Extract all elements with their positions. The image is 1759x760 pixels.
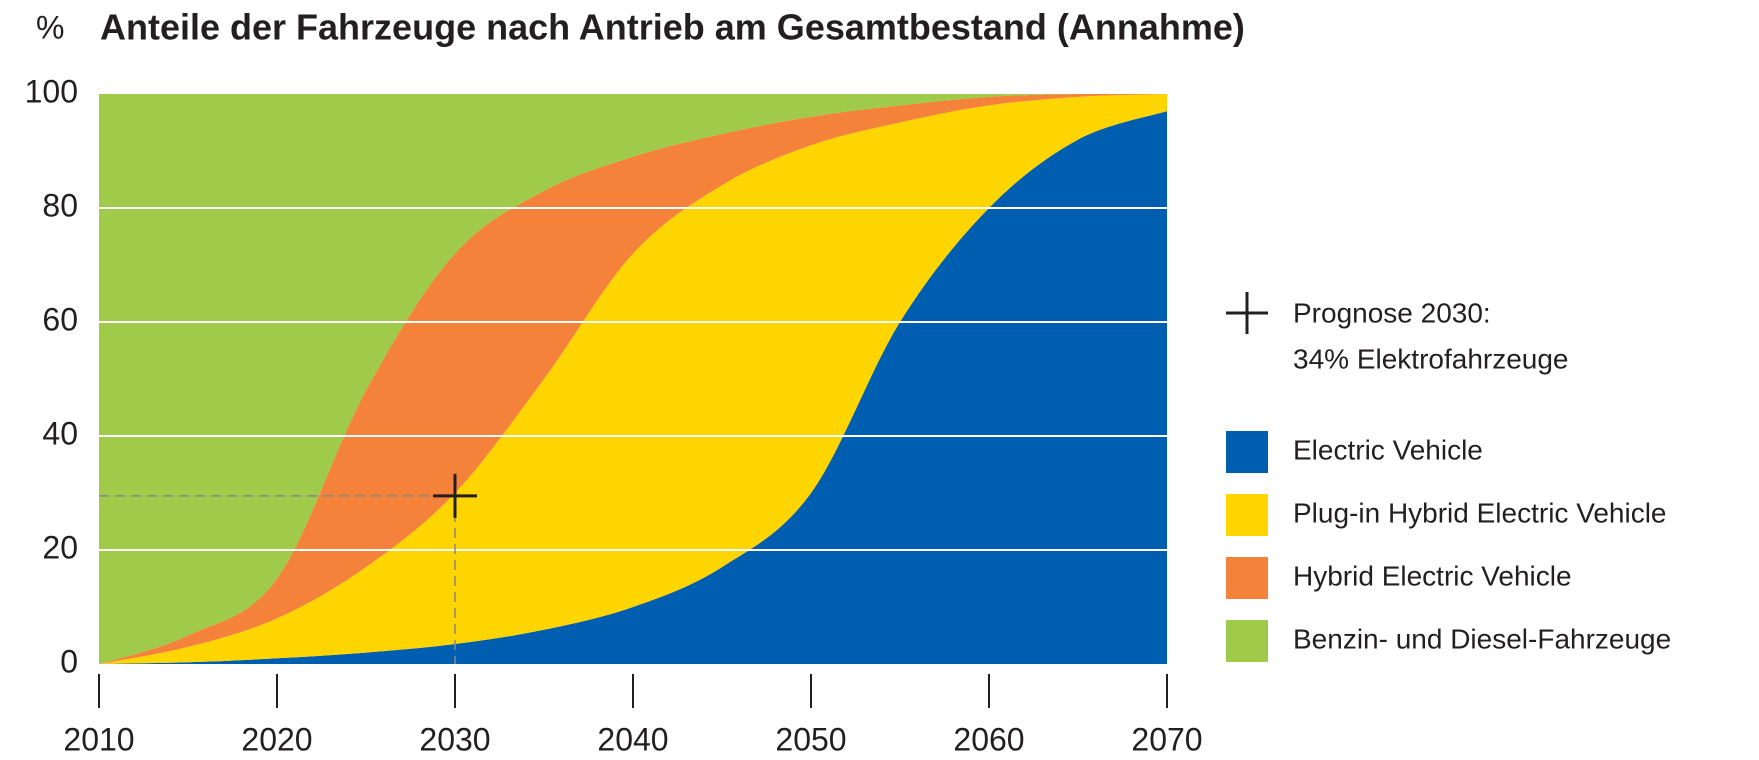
x-tick-label: 2050 xyxy=(775,721,846,757)
y-tick-label: 80 xyxy=(42,187,78,223)
legend-marker xyxy=(1226,292,1268,334)
legend-label: Benzin- und Diesel-Fahrzeuge xyxy=(1293,623,1671,654)
legend-swatch xyxy=(1226,431,1268,473)
y-tick-label: 20 xyxy=(42,529,78,565)
annotation-text: Prognose 2030: xyxy=(1293,297,1491,328)
legend-swatch xyxy=(1226,620,1268,662)
area xyxy=(99,94,1167,664)
y-tick-label: 0 xyxy=(60,643,78,679)
y-axis-label: % xyxy=(36,9,64,45)
x-tick-label: 2010 xyxy=(63,721,134,757)
area xyxy=(99,94,1167,664)
legend-swatch xyxy=(1226,557,1268,599)
x-tick-label: 2020 xyxy=(241,721,312,757)
chart-title: Anteile der Fahrzeuge nach Antrieb am Ge… xyxy=(100,7,1245,48)
annotation-text: 34% Elektrofahrzeuge xyxy=(1293,343,1569,374)
legend-swatch xyxy=(1226,494,1268,536)
y-tick-label: 60 xyxy=(42,301,78,337)
legend-label: Electric Vehicle xyxy=(1293,434,1483,465)
plot-area xyxy=(99,94,1167,664)
area xyxy=(99,111,1167,664)
x-tick-label: 2040 xyxy=(597,721,668,757)
y-tick-label: 100 xyxy=(25,73,78,109)
x-tick-label: 2030 xyxy=(419,721,490,757)
x-tick-label: 2070 xyxy=(1131,721,1202,757)
x-tick-label: 2060 xyxy=(953,721,1024,757)
legend-label: Plug-in Hybrid Electric Vehicle xyxy=(1293,497,1667,528)
y-tick-label: 40 xyxy=(42,415,78,451)
area xyxy=(99,94,1167,664)
annotation-marker xyxy=(433,473,477,518)
legend-label: Hybrid Electric Vehicle xyxy=(1293,560,1572,591)
